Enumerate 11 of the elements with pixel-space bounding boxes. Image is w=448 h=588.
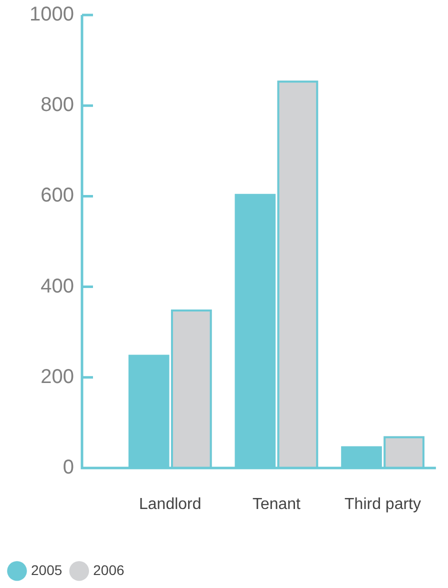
x-tick-label: Third party (344, 496, 421, 514)
legend-label: 2005 (31, 562, 62, 578)
x-tick-label: Tenant (252, 496, 302, 514)
y-tick-label: 400 (40, 275, 74, 298)
legend-label: 2006 (93, 562, 125, 578)
y-tick-label: 600 (40, 184, 74, 207)
y-tick-label: 1000 (30, 4, 74, 26)
x-tick-label: Landlord (139, 496, 202, 514)
y-tick-label: 800 (40, 94, 74, 116)
y-tick-label: 0 (62, 456, 74, 479)
y-tick-label: 200 (40, 366, 74, 388)
